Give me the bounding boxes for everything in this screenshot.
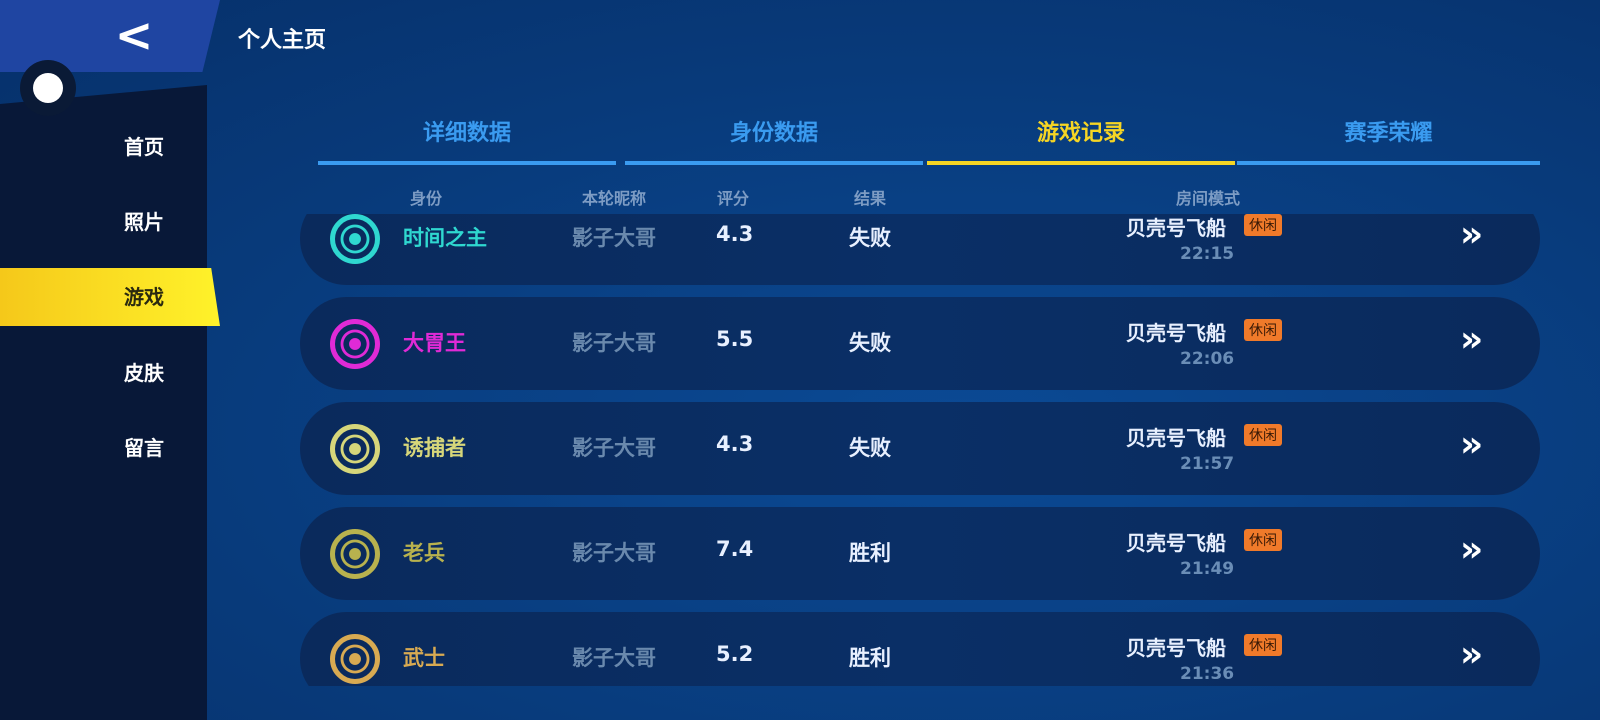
- column-header-nickname: 本轮昵称: [581, 189, 647, 208]
- table-row[interactable]: 老兵 影子大哥 7.4 胜利 贝壳号飞船 休闲 21:49 »: [300, 507, 1540, 600]
- table-row[interactable]: 大胃王 影子大哥 5.5 失败 贝壳号飞船 休闲 22:06 »: [300, 297, 1540, 390]
- mode-badge: 休闲: [1244, 319, 1282, 341]
- back-button[interactable]: <: [112, 10, 156, 60]
- role-name: 大胃王: [403, 331, 466, 355]
- role-name: 时间之主: [403, 226, 487, 250]
- timestamp: 21:36: [1180, 664, 1235, 684]
- trap-horn-icon: [330, 424, 380, 474]
- nickname: 影子大哥: [572, 226, 656, 250]
- result: 失败: [849, 331, 891, 355]
- column-header-room-mode: 房间模式: [1175, 189, 1241, 208]
- tab-details[interactable]: 详细数据: [318, 115, 616, 165]
- result: 胜利: [849, 541, 891, 565]
- avatar[interactable]: [20, 60, 76, 116]
- sidebar-item-skins[interactable]: 皮肤: [124, 361, 164, 385]
- score: 4.3: [716, 222, 754, 246]
- sidebar: [0, 85, 207, 720]
- page-title: 个人主页: [238, 28, 327, 53]
- double-chevron-right-icon[interactable]: »: [1460, 424, 1484, 465]
- timestamp: 21:57: [1180, 454, 1235, 474]
- result: 失败: [849, 226, 891, 250]
- role-name: 武士: [403, 646, 445, 670]
- tab-label: 赛季荣耀: [1344, 121, 1433, 146]
- mode-badge: 休闲: [1244, 214, 1282, 236]
- tab-underline: [318, 161, 616, 165]
- column-header-role: 身份: [409, 189, 443, 208]
- result: 失败: [849, 436, 891, 460]
- spiral-clock-icon: [330, 214, 380, 264]
- timestamp: 22:06: [1180, 349, 1235, 369]
- double-chevron-right-icon[interactable]: »: [1460, 319, 1484, 360]
- avatar-dot: [33, 73, 63, 103]
- tab-label: 游戏记录: [1036, 121, 1125, 146]
- chef-blob-icon: [330, 319, 380, 369]
- role-name: 老兵: [403, 541, 445, 565]
- map-name: 贝壳号飞船: [1126, 636, 1226, 660]
- tab-label: 详细数据: [422, 121, 511, 146]
- result: 胜利: [849, 646, 891, 670]
- sidebar-item-home[interactable]: 首页: [124, 135, 164, 159]
- tab-underline: [1237, 161, 1540, 165]
- sidebar-item-messages[interactable]: 留言: [124, 436, 164, 460]
- tab-label: 身份数据: [729, 121, 818, 146]
- nickname: 影子大哥: [572, 541, 656, 565]
- map-name: 贝壳号飞船: [1126, 321, 1226, 345]
- score: 4.3: [716, 432, 754, 456]
- timestamp: 21:49: [1180, 559, 1235, 579]
- table-row[interactable]: 诱捕者 影子大哥 4.3 失败 贝壳号飞船 休闲 21:57 »: [300, 402, 1540, 495]
- map-name: 贝壳号飞船: [1126, 531, 1226, 555]
- chevron-left-icon: <: [114, 8, 154, 62]
- map-name: 贝壳号飞船: [1126, 216, 1226, 240]
- table-row[interactable]: 时间之主 影子大哥 4.3 失败 贝壳号飞船 休闲 22:15 »: [300, 214, 1540, 285]
- table-row[interactable]: 武士 影子大哥 5.2 胜利 贝壳号飞船 休闲 21:36 »: [300, 612, 1540, 686]
- nickname: 影子大哥: [572, 331, 656, 355]
- double-chevron-right-icon[interactable]: »: [1460, 529, 1484, 570]
- mode-badge: 休闲: [1244, 424, 1282, 446]
- tab-identity[interactable]: 身份数据: [625, 115, 923, 165]
- double-chevron-right-icon[interactable]: »: [1460, 214, 1484, 255]
- double-chevron-right-icon[interactable]: »: [1460, 634, 1484, 675]
- tab-underline: [625, 161, 923, 165]
- game-record-list[interactable]: 时间之主 影子大哥 4.3 失败 贝壳号飞船 休闲 22:15 » 大胃王 影子…: [300, 214, 1545, 686]
- top-bar: [0, 0, 220, 72]
- tab-underline: [927, 161, 1235, 165]
- tab-game-records[interactable]: 游戏记录: [927, 115, 1235, 165]
- tab-season-honors[interactable]: 赛季荣耀: [1237, 115, 1540, 165]
- sidebar-item-games[interactable]: 游戏: [0, 268, 220, 326]
- score: 5.2: [716, 642, 754, 666]
- sidebar-item-photos[interactable]: 照片: [124, 210, 164, 234]
- mode-badge: 休闲: [1244, 634, 1282, 656]
- score: 5.5: [716, 327, 754, 351]
- nickname: 影子大哥: [572, 436, 656, 460]
- mode-badge: 休闲: [1244, 529, 1282, 551]
- samurai-helmet-icon: [330, 634, 380, 684]
- map-name: 贝壳号飞船: [1126, 426, 1226, 450]
- column-header-score: 评分: [716, 189, 750, 208]
- role-name: 诱捕者: [403, 436, 466, 460]
- column-header-result: 结果: [853, 189, 887, 208]
- veteran-badge-icon: [330, 529, 380, 579]
- score: 7.4: [716, 537, 754, 561]
- timestamp: 22:15: [1180, 244, 1235, 264]
- nickname: 影子大哥: [572, 646, 656, 670]
